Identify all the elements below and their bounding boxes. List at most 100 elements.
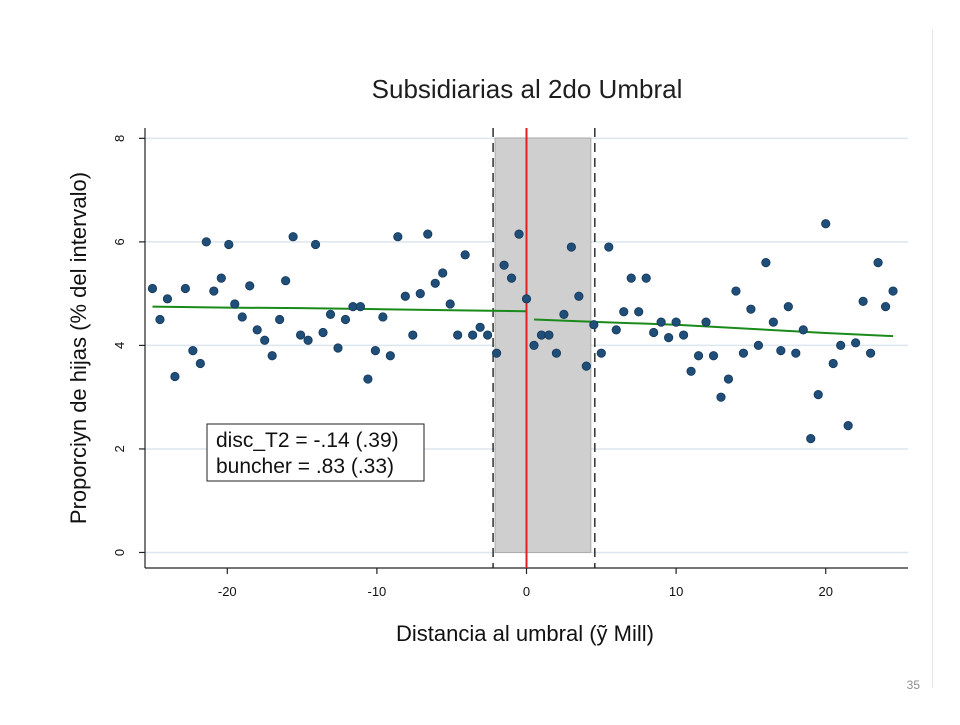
data-point-63 [619, 307, 629, 317]
data-point-59 [589, 320, 599, 330]
data-point-5 [188, 345, 198, 356]
y-tick-label-1: 2 [112, 445, 127, 452]
x-tick-label-1: -10 [367, 584, 386, 599]
y-axis-ticks: 0 2 4 6 8 [112, 135, 145, 556]
data-point-77 [723, 374, 734, 384]
data-point-17 [275, 314, 285, 325]
data-point-23 [318, 327, 328, 338]
data-point-68 [656, 317, 666, 327]
data-point-51 [529, 340, 539, 351]
data-point-95 [858, 296, 868, 307]
data-point-9 [216, 273, 226, 283]
y-tick-label-4: 8 [112, 135, 127, 142]
data-point-93 [843, 421, 853, 431]
data-point-8 [209, 286, 219, 296]
data-point-97 [873, 257, 883, 268]
data-point-39 [438, 268, 448, 278]
data-point-56 [566, 242, 576, 252]
data-point-90 [821, 219, 831, 229]
data-point-67 [649, 327, 659, 338]
data-point-87 [798, 325, 808, 335]
data-point-66 [641, 273, 651, 283]
data-point-98 [880, 301, 891, 312]
data-point-89 [813, 389, 823, 400]
data-point-92 [836, 340, 846, 351]
data-point-50 [521, 294, 532, 304]
data-point-46 [491, 348, 502, 358]
data-point-26 [340, 314, 351, 325]
data-point-99 [888, 286, 898, 296]
data-point-47 [499, 260, 509, 270]
data-point-96 [865, 348, 876, 358]
data-point-81 [753, 340, 763, 351]
data-point-42 [460, 250, 470, 260]
data-point-83 [768, 317, 778, 327]
data-point-0 [147, 283, 158, 294]
data-point-85 [783, 301, 793, 312]
data-point-78 [731, 286, 741, 296]
excluded-region [494, 137, 592, 553]
fit-line-left [152, 305, 527, 313]
data-point-55 [559, 309, 569, 319]
page-number: 35 [906, 678, 920, 692]
data-point-80 [746, 304, 756, 314]
slide-divider [932, 30, 933, 688]
data-point-70 [671, 317, 681, 327]
data-point-20 [295, 330, 306, 340]
data-point-24 [325, 309, 336, 319]
data-point-94 [851, 338, 861, 348]
data-point-37 [423, 229, 433, 239]
data-point-84 [776, 345, 786, 356]
data-point-91 [828, 358, 838, 369]
data-point-60 [596, 348, 606, 358]
fit-line-right [533, 318, 894, 338]
data-point-34 [400, 291, 410, 301]
data-point-41 [453, 330, 463, 340]
data-point-36 [415, 289, 425, 299]
data-point-57 [574, 291, 584, 301]
data-point-40 [445, 299, 455, 309]
chart-title: Subsidiarias al 2do Umbral [372, 74, 683, 104]
data-point-25 [333, 343, 343, 353]
data-point-11 [230, 299, 240, 309]
data-point-31 [378, 312, 388, 322]
data-point-28 [355, 301, 366, 312]
data-point-75 [708, 351, 719, 361]
data-point-35 [408, 330, 418, 340]
data-point-49 [514, 229, 524, 239]
data-points [147, 219, 898, 444]
data-point-32 [385, 351, 395, 361]
data-point-72 [686, 366, 696, 376]
data-point-48 [506, 273, 517, 283]
data-point-3 [170, 371, 180, 382]
data-point-65 [634, 307, 644, 317]
data-point-82 [761, 257, 771, 268]
data-point-30 [370, 345, 380, 356]
data-point-29 [363, 374, 373, 384]
data-point-15 [260, 335, 270, 345]
x-tick-label-0: -20 [218, 584, 237, 599]
data-point-44 [475, 322, 485, 332]
x-tick-label-3: 10 [669, 584, 683, 599]
data-point-6 [195, 358, 205, 369]
data-point-76 [716, 392, 726, 402]
y-tick-label-2: 4 [112, 342, 127, 349]
data-point-45 [483, 330, 493, 340]
data-point-69 [664, 333, 674, 343]
data-point-1 [155, 314, 165, 325]
x-tick-label-2: 0 [523, 584, 530, 599]
data-point-62 [611, 325, 621, 335]
data-point-38 [430, 278, 440, 288]
x-axis-label: Distancia al umbral (ỹ Mill) [396, 621, 654, 646]
data-point-21 [303, 335, 313, 345]
data-point-16 [267, 351, 277, 361]
data-point-86 [791, 348, 801, 358]
data-point-18 [281, 276, 291, 286]
data-point-54 [551, 348, 562, 358]
data-point-19 [288, 232, 298, 242]
data-point-61 [604, 242, 614, 252]
data-point-79 [738, 348, 749, 358]
data-point-22 [310, 239, 321, 250]
